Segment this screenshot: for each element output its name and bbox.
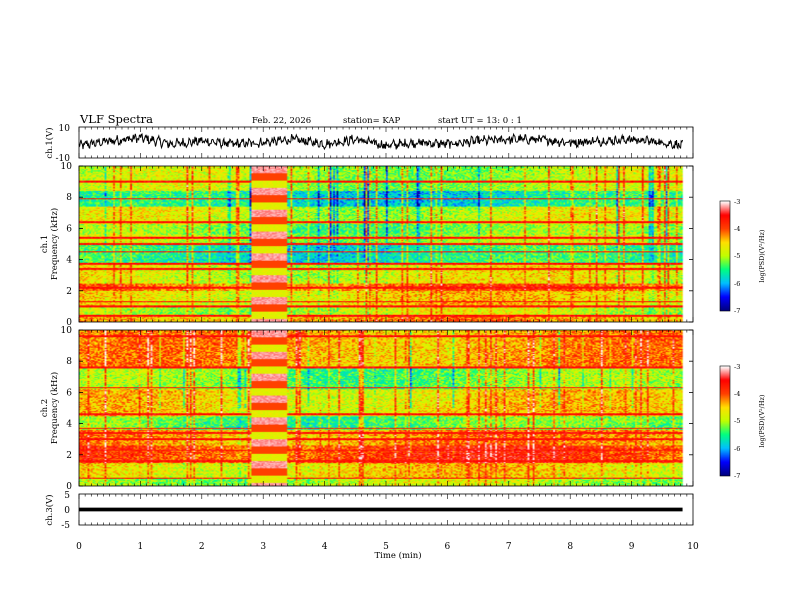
xtick-label-6: 6	[445, 542, 451, 552]
ch2-colorbar-tick-m5: -5	[734, 417, 740, 425]
ch2-colorbar-label: log(PSD)(V²/Hz)	[758, 394, 766, 447]
ch1-spectrogram-ylabel-channel: ch.1	[40, 235, 50, 253]
ch1-waveform-ylabel: ch.1(V)	[44, 127, 55, 158]
ch3-waveform-ylabel: ch.3(V)	[44, 494, 55, 525]
spec2-ytick-0: 0	[66, 482, 72, 492]
figure-title: VLF Spectra	[79, 112, 153, 126]
xtick-label-4: 4	[322, 542, 328, 552]
ch1-colorbar-tick-m6: -6	[734, 280, 740, 288]
header-station: station= KAP	[343, 116, 401, 126]
ch2-spectrogram-yticks: 0 2 4 6 8 10	[61, 326, 693, 492]
ch1-colorbar-tick-m5: -5	[734, 252, 740, 260]
ch2-colorbar-tick-m3: -3	[734, 363, 740, 371]
ch1-colorbar-label: log(PSD)(V²/Hz)	[758, 229, 766, 282]
ch2-colorbar-gradient	[720, 366, 730, 476]
ch2-spectrogram-image	[79, 330, 693, 486]
xtick-label-7: 7	[506, 542, 512, 552]
ch1-colorbar-tick-m3: -3	[734, 198, 740, 206]
ch1-ytick-bottom: -10	[56, 154, 71, 164]
ch1-waveform-line	[78, 132, 684, 151]
xtick-label-3: 3	[260, 542, 266, 552]
ch1-colorbar-tick-m4: -4	[734, 225, 740, 233]
xtick-label-8: 8	[567, 542, 573, 552]
xtick-label-5: 5	[383, 542, 389, 552]
spec1-ytick-4: 8	[66, 193, 72, 203]
spec1-ytick-3: 6	[66, 224, 72, 234]
ch1-spectrogram-image	[79, 166, 693, 322]
spec2-ytick-5: 10	[61, 326, 73, 336]
ch2-colorbar: -3 -4 -5 -6 -7 log(PSD)(V²/Hz)	[719, 363, 766, 480]
ch3-ytick-middle: 0	[64, 506, 70, 516]
ch2-spectrogram-panel: 0 2 4 6 8 10 ch.2 Frequency (kHz)	[40, 326, 694, 492]
ch2-spectrogram-ylabel-channel: ch.2	[40, 399, 50, 417]
spec1-ytick-1: 2	[66, 287, 72, 297]
ch2-colorbar-frame	[719, 365, 731, 477]
xtick-label-9: 9	[629, 542, 635, 552]
spec2-ytick-3: 6	[66, 388, 72, 398]
ch1-colorbar-gradient	[720, 201, 730, 311]
ch3-ytick-top: 5	[64, 491, 70, 501]
ch2-colorbar-tick-m6: -6	[734, 445, 740, 453]
ch1-spectrogram-yticks: 0 2 4 6 8 10	[61, 162, 693, 328]
time-axis-label: Time (min)	[374, 550, 421, 561]
ch1-colorbar-tick-m7: -7	[734, 307, 740, 315]
time-axis-tick-labels: 0 1 2 3 4 5 6 7 8 9 10	[76, 542, 699, 552]
spec2-ytick-2: 4	[66, 420, 72, 430]
ch3-ytick-bottom: -5	[61, 521, 70, 531]
xtick-label-2: 2	[199, 542, 205, 552]
time-axis-ticks	[78, 127, 694, 525]
spec1-ytick-2: 4	[66, 256, 72, 266]
ch3-waveform-panel: 5 0 -5 ch.3(V)	[44, 491, 694, 531]
ch2-colorbar-tick-m7: -7	[734, 472, 740, 480]
spec1-ytick-0: 0	[66, 318, 72, 328]
xtick-label-1: 1	[138, 542, 144, 552]
ch1-colorbar-frame	[719, 200, 731, 312]
ch1-waveform-panel: 10 -10 ch.1(V)	[44, 124, 694, 164]
ch1-ytick-top: 10	[59, 124, 71, 134]
ch2-colorbar-tick-m4: -4	[734, 390, 740, 398]
ch3-waveform-band	[79, 507, 683, 512]
ch1-spectrogram-ylabel-frequency: Frequency (kHz)	[49, 208, 60, 280]
spec2-ytick-1: 2	[66, 451, 72, 461]
ch1-colorbar: -3 -4 -5 -6 -7 log(PSD)(V²/Hz)	[719, 198, 766, 315]
ch1-spectrogram-panel: 0 2 4 6 8 10 ch.1 Frequency (kHz)	[40, 162, 694, 328]
xtick-label-10: 10	[687, 542, 699, 552]
header-date: Feb. 22, 2026	[252, 116, 311, 126]
header-start-time: start UT = 13: 0 : 1	[438, 116, 522, 126]
ch2-spectrogram-ylabel-frequency: Frequency (kHz)	[49, 372, 60, 444]
spec1-ytick-5: 10	[61, 162, 73, 172]
xtick-label-0: 0	[76, 542, 82, 552]
spec2-ytick-4: 8	[66, 357, 72, 367]
